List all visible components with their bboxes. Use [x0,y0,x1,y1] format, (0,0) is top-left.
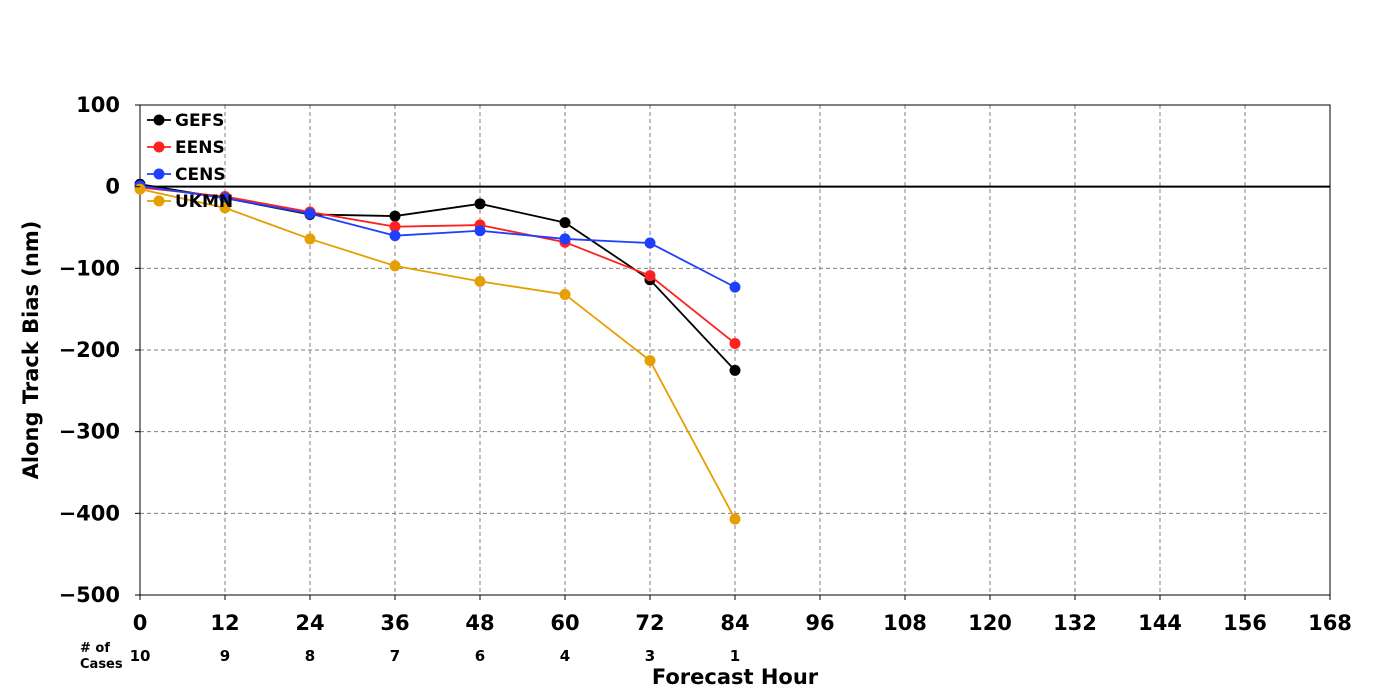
data-point-cens [304,208,316,220]
legend-label: EENS [175,138,225,158]
x-tick-label: 144 [1138,611,1182,635]
data-point-eens [644,270,656,282]
x-tick-label: 120 [968,611,1012,635]
data-point-eens [729,337,741,349]
series-line-ukmn [139,188,736,520]
case-count: 10 [130,647,151,665]
y-tick-label: −100 [59,256,120,280]
data-point-ukmn [729,513,741,525]
legend-item-cens: CENS [147,165,226,185]
legend-item-eens: EENS [147,138,225,158]
data-point-eens [389,221,401,233]
data-point-ukmn [134,183,146,195]
case-count: 4 [560,647,570,665]
legend-swatch-marker [153,195,165,207]
x-tick-label: 72 [635,611,664,635]
legend-label: GEFS [175,111,224,131]
case-count: 9 [220,647,230,665]
data-point-ukmn [389,260,401,272]
x-tick-label: 96 [805,611,834,635]
data-point-ukmn [304,233,316,245]
data-point-cens [644,237,656,249]
data-point-ukmn [559,288,571,300]
legend-swatch-marker [153,168,165,180]
data-point-cens [729,281,741,293]
case-count: 1 [730,647,740,665]
data-point-ukmn [644,355,656,367]
y-axis-ticks: 100 0 −100 −200 −300 −400 −500 [59,93,140,607]
data-point-ukmn [474,275,486,287]
data-point-gefs [389,210,401,222]
legend-swatch-marker [153,114,165,126]
x-tick-label: 36 [380,611,409,635]
y-tick-label: −400 [59,501,120,525]
data-point-gefs [729,364,741,376]
data-point-ukmn [219,202,231,214]
x-tick-label: 12 [210,611,239,635]
legend-swatch-marker [153,141,165,153]
x-tick-label: 60 [550,611,579,635]
legend: GEFS EENS CENS UKMN [147,111,233,212]
data-point-cens [389,230,401,242]
x-axis-ticks: 0 12 24 36 48 60 72 84 96 108 120 132 144 156 168 [133,595,1352,635]
cases-row: 10 9 8 7 6 4 3 1 [130,647,741,665]
x-axis-title: Forecast Hour [652,665,819,689]
case-count: 6 [475,647,485,665]
case-count: 3 [645,647,655,665]
x-tick-label: 84 [720,611,749,635]
grid [140,105,1330,595]
series-layer [134,178,741,525]
x-tick-label: 132 [1053,611,1097,635]
data-point-cens [219,192,231,204]
x-tick-label: 156 [1223,611,1267,635]
data-point-gefs [559,217,571,229]
y-tick-label: −200 [59,338,120,362]
y-tick-label: −500 [59,583,120,607]
case-count: 8 [305,647,315,665]
y-tick-label: 100 [76,93,120,117]
data-point-gefs [474,198,486,210]
legend-label: CENS [175,165,226,185]
x-tick-label: 108 [883,611,927,635]
series-line-eens [139,186,736,345]
cases-label-line2: Cases [80,657,123,672]
x-tick-label: 48 [465,611,494,635]
legend-item-gefs: GEFS [147,111,224,131]
y-tick-label: 0 [105,175,120,199]
data-point-cens [474,225,486,237]
y-axis-title: Along Track Bias (nm) [19,221,43,480]
y-tick-label: −300 [59,420,120,444]
series-ukmn [134,183,741,525]
legend-item-ukmn: UKMN [147,192,233,212]
x-tick-label: 0 [133,611,148,635]
x-tick-label: 24 [295,611,324,635]
series-line-cens [139,184,736,288]
legend-label: UKMN [175,192,233,212]
data-point-cens [559,233,571,245]
x-tick-label: 168 [1308,611,1352,635]
cases-label-line1: # of [80,641,110,656]
case-count: 7 [390,647,400,665]
